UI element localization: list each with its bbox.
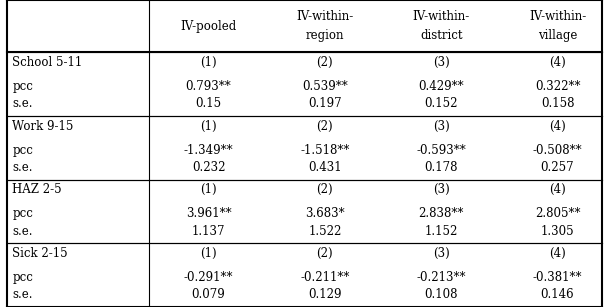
Text: pcc: pcc xyxy=(12,271,33,284)
Text: 1.137: 1.137 xyxy=(192,225,225,238)
Text: IV-within-
region: IV-within- region xyxy=(296,10,354,42)
Text: 0.793**: 0.793** xyxy=(186,80,231,93)
Text: (1): (1) xyxy=(200,247,217,260)
Text: (3): (3) xyxy=(433,56,449,69)
Text: -0.508**: -0.508** xyxy=(533,144,582,157)
Text: -0.381**: -0.381** xyxy=(533,271,582,284)
Text: (4): (4) xyxy=(549,120,566,133)
Text: s.e.: s.e. xyxy=(12,97,33,110)
Text: 0.152: 0.152 xyxy=(424,97,458,110)
Text: s.e.: s.e. xyxy=(12,225,33,238)
Text: -0.211**: -0.211** xyxy=(300,271,350,284)
Text: IV-within-
village: IV-within- village xyxy=(529,10,586,42)
Text: (4): (4) xyxy=(549,56,566,69)
Text: (1): (1) xyxy=(200,183,217,196)
Text: 0.108: 0.108 xyxy=(424,288,458,301)
Text: -1.518**: -1.518** xyxy=(300,144,350,157)
Text: 0.431: 0.431 xyxy=(308,161,342,174)
Text: 1.152: 1.152 xyxy=(424,225,458,238)
Text: 0.146: 0.146 xyxy=(541,288,574,301)
Text: 0.429**: 0.429** xyxy=(418,80,464,93)
Text: 3.961**: 3.961** xyxy=(186,207,231,220)
Text: 0.322**: 0.322** xyxy=(535,80,580,93)
Text: (2): (2) xyxy=(317,56,333,69)
Text: School 5-11: School 5-11 xyxy=(12,56,82,69)
Text: -0.213**: -0.213** xyxy=(417,271,466,284)
Text: pcc: pcc xyxy=(12,207,33,220)
Text: (4): (4) xyxy=(549,183,566,196)
Text: 0.178: 0.178 xyxy=(424,161,458,174)
Text: Work 9-15: Work 9-15 xyxy=(12,120,74,133)
Text: (2): (2) xyxy=(317,247,333,260)
Text: (3): (3) xyxy=(433,247,449,260)
Text: IV-within-
district: IV-within- district xyxy=(412,10,470,42)
Text: (2): (2) xyxy=(317,183,333,196)
Text: (2): (2) xyxy=(317,120,333,133)
Text: 2.838**: 2.838** xyxy=(418,207,464,220)
Text: 0.15: 0.15 xyxy=(195,97,222,110)
Text: pcc: pcc xyxy=(12,144,33,157)
Text: (1): (1) xyxy=(200,56,217,69)
Text: 1.305: 1.305 xyxy=(541,225,574,238)
Text: 0.079: 0.079 xyxy=(192,288,225,301)
Text: -0.291**: -0.291** xyxy=(184,271,233,284)
Text: 3.683*: 3.683* xyxy=(305,207,345,220)
Text: (4): (4) xyxy=(549,247,566,260)
Text: 0.257: 0.257 xyxy=(541,161,574,174)
Text: 0.197: 0.197 xyxy=(308,97,342,110)
Text: (3): (3) xyxy=(433,120,449,133)
Text: HAZ 2-5: HAZ 2-5 xyxy=(12,183,62,196)
Text: 0.158: 0.158 xyxy=(541,97,574,110)
Text: 0.129: 0.129 xyxy=(308,288,342,301)
Text: Sick 2-15: Sick 2-15 xyxy=(12,247,68,260)
Text: 0.232: 0.232 xyxy=(192,161,225,174)
Text: 0.539**: 0.539** xyxy=(302,80,348,93)
Text: (3): (3) xyxy=(433,183,449,196)
Text: 1.522: 1.522 xyxy=(308,225,342,238)
Text: -1.349**: -1.349** xyxy=(184,144,233,157)
Text: (1): (1) xyxy=(200,120,217,133)
Text: IV-pooled: IV-pooled xyxy=(180,20,237,33)
Text: 2.805**: 2.805** xyxy=(535,207,580,220)
Text: -0.593**: -0.593** xyxy=(417,144,466,157)
Text: s.e.: s.e. xyxy=(12,288,33,301)
Text: pcc: pcc xyxy=(12,80,33,93)
Text: s.e.: s.e. xyxy=(12,161,33,174)
